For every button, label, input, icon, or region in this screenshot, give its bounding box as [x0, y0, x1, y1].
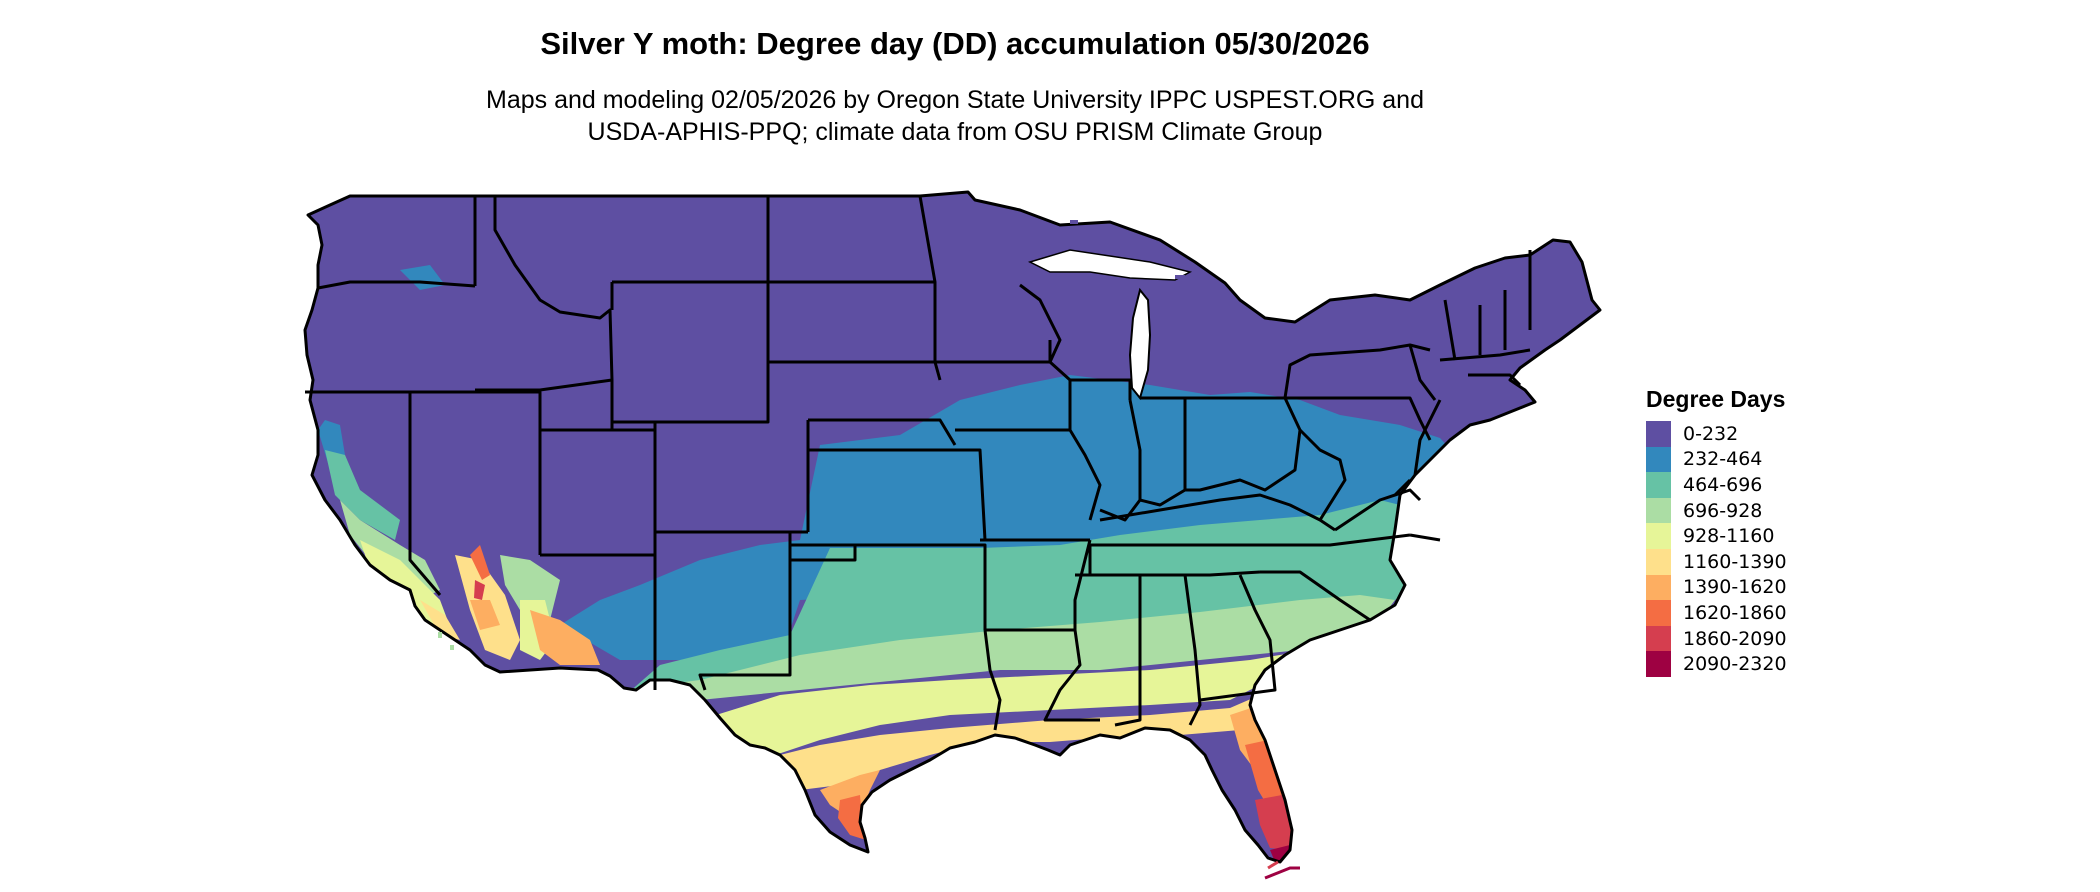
legend-label: 464-696 [1683, 473, 1763, 496]
legend-title: Degree Days [1646, 386, 1786, 412]
legend-items: 0-232 232-464 464-696 696-928 928-1160 1160-1… [1646, 421, 1787, 677]
legend-label: 1160-1390 [1683, 550, 1787, 573]
legend-label: 928-1160 [1683, 525, 1775, 548]
legend-swatch [1646, 523, 1671, 549]
legend-swatch [1646, 574, 1671, 601]
legend-item: 928-1160 [1646, 523, 1787, 549]
legend-item: 1390-1620 [1646, 574, 1787, 601]
legend-item: 1620-1860 [1646, 600, 1787, 626]
us-degree-day-map [303, 190, 1602, 880]
legend-label: 2090-2320 [1683, 653, 1787, 676]
map-legend: Degree Days 0-232 232-464 464-696 696-928 92… [1646, 386, 1787, 677]
degree-day-bands [305, 192, 1600, 862]
legend-swatch [1646, 600, 1671, 626]
legend-label: 1860-2090 [1683, 627, 1787, 650]
legend-swatch [1646, 421, 1671, 447]
legend-item: 1160-1390 [1646, 548, 1787, 575]
legend-swatch [1646, 625, 1671, 652]
legend-label: 1390-1620 [1683, 576, 1787, 599]
legend-label: 0-232 [1683, 422, 1739, 445]
legend-swatch [1646, 472, 1671, 498]
legend-label: 696-928 [1683, 499, 1763, 522]
legend-item: 232-464 [1646, 446, 1787, 473]
legend-item: 464-696 [1646, 472, 1787, 498]
legend-item: 696-928 [1646, 497, 1787, 524]
map-title: Silver Y moth: Degree day (DD) accumulat… [540, 26, 1370, 61]
subtitle-line-1: Maps and modeling 02/05/2026 by Oregon S… [486, 86, 1424, 114]
legend-swatch [1646, 497, 1671, 524]
legend-item: 0-232 [1646, 421, 1787, 447]
legend-swatch [1646, 548, 1671, 575]
legend-item: 1860-2090 [1646, 625, 1787, 652]
state-borders [303, 190, 1602, 864]
subtitle-line-2: USDA-APHIS-PPQ; climate data from OSU PR… [587, 118, 1323, 146]
legend-item: 2090-2320 [1646, 651, 1787, 677]
legend-swatch [1646, 651, 1671, 677]
legend-label: 1620-1860 [1683, 601, 1787, 624]
map-subtitle: Maps and modeling 02/05/2026 by Oregon S… [0, 84, 1910, 148]
legend-label: 232-464 [1683, 448, 1763, 471]
island-details [438, 220, 1300, 880]
legend-swatch [1646, 446, 1671, 473]
